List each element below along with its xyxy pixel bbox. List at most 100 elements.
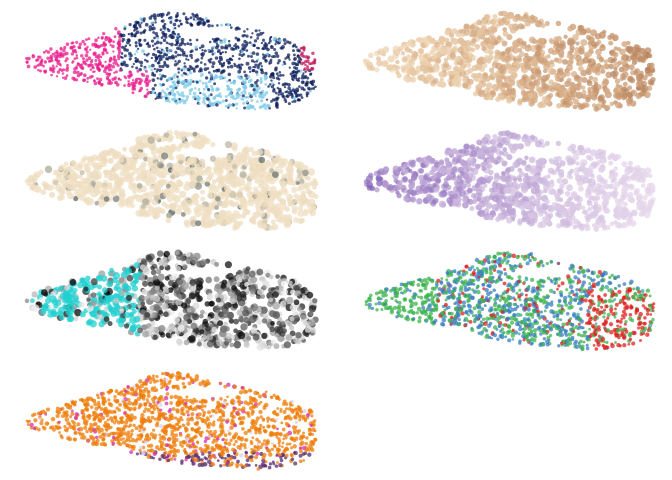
scatter-point	[603, 63, 610, 70]
scatter-point	[73, 78, 76, 82]
scatter-point	[402, 56, 408, 62]
scatter-point	[260, 70, 265, 75]
scatter-point	[558, 53, 565, 59]
scatter-point	[210, 88, 215, 92]
scatter-point	[191, 12, 195, 16]
scatter-point	[225, 99, 228, 102]
scatter-plot-3	[24, 129, 319, 231]
scatter-point	[264, 106, 268, 110]
scatter-point	[27, 56, 31, 61]
scatter-point	[505, 47, 511, 53]
scatter-point	[514, 13, 521, 21]
scatter-point	[618, 177, 626, 185]
scatter-point	[518, 62, 524, 68]
scatter-point	[283, 42, 287, 46]
scatter-point	[117, 52, 121, 55]
scatter-point	[286, 193, 294, 201]
scatter-point	[205, 276, 213, 284]
scatter-point	[171, 167, 179, 175]
scatter-point	[428, 186, 435, 193]
scatter-point	[141, 169, 147, 175]
scatter-point	[129, 53, 133, 58]
scatter-point	[242, 52, 246, 56]
scatter-point	[84, 53, 89, 58]
scatter-point	[438, 40, 445, 46]
scatter-point	[72, 49, 76, 53]
scatter-point	[148, 142, 156, 151]
scatter-point	[71, 41, 75, 45]
scatter-point	[613, 92, 620, 99]
scatter-point	[139, 25, 142, 29]
scatter-point	[392, 165, 400, 172]
scatter-point	[458, 148, 463, 154]
scatter-point	[150, 39, 155, 43]
scatter-point	[254, 88, 259, 92]
scatter-point	[223, 185, 231, 192]
scatter-point	[161, 65, 165, 69]
scatter-point	[98, 200, 105, 208]
scatter-point	[470, 73, 477, 79]
scatter-point	[109, 267, 114, 273]
scatter-point	[209, 93, 213, 97]
scatter-point	[79, 170, 85, 176]
scatter-point	[217, 180, 226, 189]
scatter-point	[263, 103, 267, 107]
scatter-point	[375, 175, 383, 182]
scatter-point	[158, 73, 162, 76]
scatter-point	[575, 41, 580, 46]
scatter-point	[556, 103, 562, 109]
scatter-point	[128, 146, 136, 154]
scatter-point	[291, 208, 298, 215]
scatter-point	[93, 81, 98, 86]
scatter-point	[305, 175, 311, 181]
scatter-point	[393, 178, 399, 184]
scatter-point	[131, 65, 134, 69]
scatter-point	[528, 100, 535, 107]
scatter-point	[151, 90, 155, 95]
scatter-point	[457, 174, 462, 180]
scatter-point	[479, 56, 484, 61]
scatter-point	[118, 157, 125, 164]
scatter-point	[517, 98, 523, 104]
scatter-point	[224, 216, 232, 224]
scatter-point	[56, 59, 59, 63]
scatter-point	[310, 87, 313, 90]
scatter-point	[248, 217, 255, 224]
scatter-point	[309, 80, 314, 85]
scatter-point	[567, 25, 574, 32]
scatter-point	[138, 88, 142, 93]
scatter-point	[145, 74, 150, 79]
scatter-point	[81, 39, 85, 44]
scatter-point	[194, 45, 198, 50]
scatter-point	[480, 41, 487, 48]
scatter-point	[63, 76, 68, 80]
scatter-panel-4	[348, 120, 668, 240]
scatter-point	[49, 54, 53, 59]
scatter-point	[177, 59, 181, 64]
scatter-point	[50, 73, 53, 77]
scatter-point	[42, 64, 45, 68]
scatter-point	[466, 187, 473, 194]
scatter-point	[526, 201, 533, 208]
scatter-point	[596, 39, 602, 45]
scatter-point	[287, 180, 293, 186]
scatter-point	[250, 59, 255, 63]
scatter-point	[294, 73, 298, 77]
scatter-point	[597, 189, 604, 196]
scatter-point	[425, 193, 433, 201]
scatter-point	[627, 160, 633, 166]
scatter-point	[151, 63, 155, 68]
scatter-point	[160, 95, 164, 99]
scatter-point	[264, 83, 268, 86]
scatter-point	[555, 167, 560, 172]
scatter-point	[300, 86, 305, 91]
scatter-point	[536, 204, 543, 211]
scatter-point	[505, 55, 512, 62]
scatter-point	[103, 66, 108, 71]
scatter-point	[547, 167, 555, 175]
scatter-point	[471, 65, 478, 72]
scatter-point	[544, 198, 550, 205]
scatter-point	[135, 26, 139, 30]
scatter-point	[160, 173, 167, 179]
scatter-point	[505, 62, 511, 68]
